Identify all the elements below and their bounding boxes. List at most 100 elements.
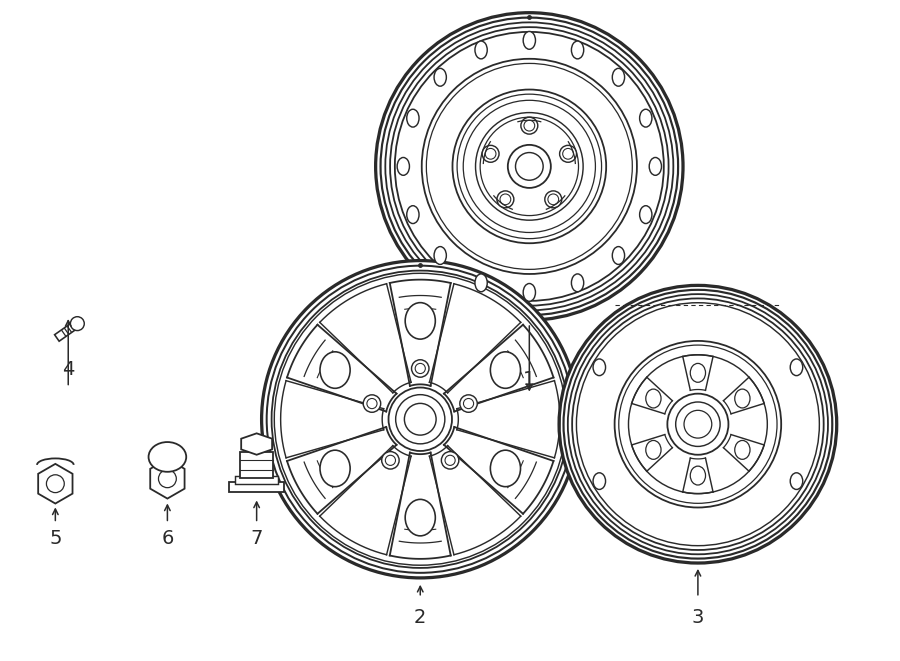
- Circle shape: [560, 145, 577, 162]
- Circle shape: [441, 451, 459, 469]
- Bar: [235, 476, 278, 484]
- Ellipse shape: [475, 41, 487, 59]
- Circle shape: [559, 286, 837, 563]
- Ellipse shape: [649, 157, 662, 175]
- Circle shape: [381, 18, 678, 315]
- Circle shape: [628, 355, 768, 494]
- Circle shape: [266, 266, 574, 573]
- Circle shape: [684, 410, 712, 438]
- Circle shape: [389, 387, 452, 451]
- Ellipse shape: [475, 274, 487, 292]
- Circle shape: [568, 294, 828, 555]
- Ellipse shape: [734, 440, 750, 459]
- Ellipse shape: [491, 352, 520, 388]
- Circle shape: [500, 194, 511, 205]
- Circle shape: [411, 360, 429, 377]
- Circle shape: [375, 13, 683, 320]
- Circle shape: [576, 303, 819, 546]
- Ellipse shape: [640, 206, 652, 223]
- Bar: [229, 482, 284, 492]
- Ellipse shape: [612, 68, 625, 86]
- Ellipse shape: [320, 352, 350, 388]
- Circle shape: [367, 399, 377, 408]
- Circle shape: [562, 149, 573, 159]
- Circle shape: [619, 345, 777, 503]
- Ellipse shape: [148, 442, 186, 472]
- Ellipse shape: [397, 157, 410, 175]
- Ellipse shape: [405, 499, 436, 536]
- Ellipse shape: [523, 32, 536, 50]
- Circle shape: [563, 290, 832, 559]
- Circle shape: [390, 27, 669, 305]
- Circle shape: [422, 59, 637, 274]
- Circle shape: [544, 191, 562, 208]
- Circle shape: [676, 402, 720, 446]
- Ellipse shape: [572, 274, 584, 292]
- Circle shape: [482, 145, 499, 162]
- Circle shape: [404, 403, 436, 435]
- Circle shape: [480, 117, 579, 215]
- Ellipse shape: [434, 68, 446, 86]
- Circle shape: [385, 22, 673, 311]
- Circle shape: [427, 63, 633, 270]
- Circle shape: [572, 298, 824, 550]
- Bar: [239, 452, 274, 478]
- Ellipse shape: [790, 473, 803, 489]
- Circle shape: [460, 395, 477, 412]
- Ellipse shape: [690, 364, 706, 382]
- Ellipse shape: [640, 109, 652, 127]
- Ellipse shape: [593, 473, 606, 489]
- Ellipse shape: [593, 359, 606, 375]
- Text: 7: 7: [250, 529, 263, 548]
- Circle shape: [485, 149, 496, 159]
- Polygon shape: [38, 464, 73, 504]
- Circle shape: [464, 100, 596, 233]
- Circle shape: [548, 194, 559, 205]
- Text: 4: 4: [62, 360, 75, 379]
- Ellipse shape: [320, 450, 350, 486]
- Circle shape: [475, 112, 583, 220]
- Ellipse shape: [407, 109, 419, 127]
- Circle shape: [615, 341, 781, 508]
- Text: 5: 5: [50, 529, 61, 548]
- Circle shape: [382, 451, 399, 469]
- Ellipse shape: [690, 466, 706, 485]
- Text: 2: 2: [414, 608, 427, 627]
- Circle shape: [457, 94, 601, 239]
- Circle shape: [445, 455, 455, 465]
- Ellipse shape: [734, 389, 750, 408]
- Circle shape: [453, 89, 607, 243]
- Circle shape: [396, 395, 445, 444]
- Circle shape: [415, 364, 426, 373]
- Ellipse shape: [407, 206, 419, 223]
- Circle shape: [274, 273, 566, 565]
- Ellipse shape: [405, 303, 436, 339]
- Ellipse shape: [572, 41, 584, 59]
- Circle shape: [272, 270, 569, 568]
- Polygon shape: [150, 459, 184, 498]
- Circle shape: [516, 153, 544, 180]
- Circle shape: [508, 145, 551, 188]
- Circle shape: [464, 399, 473, 408]
- Circle shape: [668, 394, 728, 455]
- Ellipse shape: [612, 247, 625, 264]
- Ellipse shape: [434, 247, 446, 264]
- Circle shape: [158, 470, 176, 488]
- Circle shape: [524, 120, 535, 131]
- Ellipse shape: [646, 389, 662, 408]
- Circle shape: [364, 395, 381, 412]
- Ellipse shape: [70, 317, 85, 330]
- Polygon shape: [241, 434, 272, 455]
- Text: 6: 6: [161, 529, 174, 548]
- Circle shape: [497, 191, 514, 208]
- Circle shape: [395, 32, 664, 301]
- Circle shape: [385, 455, 395, 465]
- Circle shape: [47, 475, 64, 492]
- Text: 1: 1: [523, 370, 536, 389]
- Circle shape: [521, 117, 538, 134]
- Ellipse shape: [523, 284, 536, 301]
- Text: 3: 3: [692, 608, 704, 627]
- Ellipse shape: [646, 440, 662, 459]
- Ellipse shape: [491, 450, 520, 486]
- Polygon shape: [55, 319, 82, 341]
